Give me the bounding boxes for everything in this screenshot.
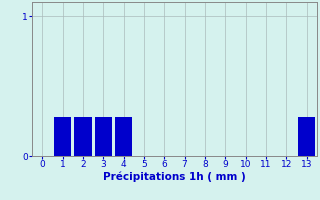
Bar — [298, 117, 315, 156]
X-axis label: Précipitations 1h ( mm ): Précipitations 1h ( mm ) — [103, 172, 246, 182]
Bar — [115, 117, 132, 156]
Bar — [74, 117, 92, 156]
Bar — [94, 117, 112, 156]
Bar — [54, 117, 71, 156]
